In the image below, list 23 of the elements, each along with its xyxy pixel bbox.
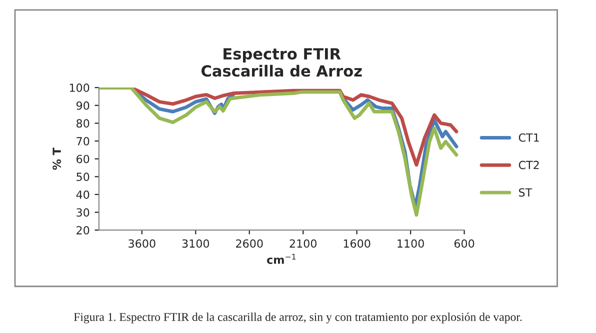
x-tick-label: 2100 [290,239,316,248]
y-tick-label: 70 [76,137,90,146]
x-axis-title: cm$^{−1}$ [267,254,296,264]
y-tick-label: 100 [70,84,90,92]
x-tick-label: 2600 [236,239,263,248]
y-tick-label: 40 [76,190,90,199]
x-tick-label: 3100 [182,239,210,248]
y-tick-label: 20 [76,226,90,234]
legend-label: CT1 [518,133,539,142]
chart-title: Espectro FTIR Cascarilla de Arroz [201,48,362,77]
y-tick-label: 80 [76,119,90,128]
x-tick-label: 3600 [128,239,156,248]
y-tick-label: 30 [76,208,90,217]
text: Figura 1. Espectro FTIR de la cascarilla de arroz, sin y con tratamiento por explosión de vapor. [74,312,522,324]
x-tick-label: 1600 [344,239,370,248]
legend-label: ST [518,188,532,197]
y-tick-label: 90 [76,101,90,110]
x-tick-label: 600 [454,239,474,248]
x-tick-label: 1100 [398,239,424,248]
y-axis-title: % T [52,148,61,170]
y-tick-label: 50 [76,172,90,182]
legend-label: CT2 [518,160,539,170]
y-tick-label: 60 [76,154,90,164]
